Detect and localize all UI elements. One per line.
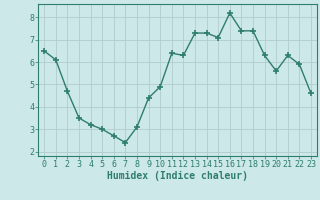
X-axis label: Humidex (Indice chaleur): Humidex (Indice chaleur) [107,171,248,181]
